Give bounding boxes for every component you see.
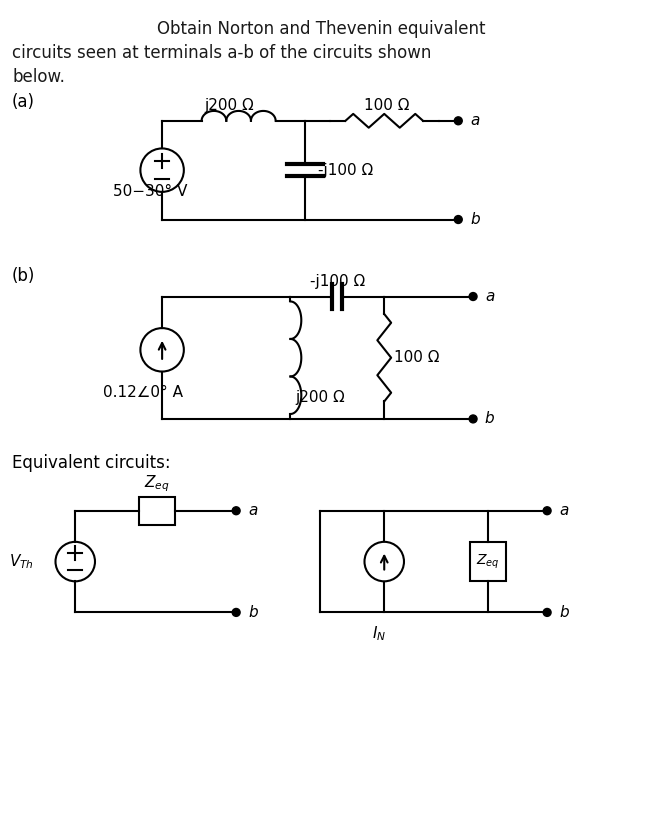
- Text: -j100 Ω: -j100 Ω: [311, 274, 365, 289]
- Text: j200 Ω: j200 Ω: [296, 390, 345, 405]
- Circle shape: [469, 415, 477, 423]
- Text: -j100 Ω: -j100 Ω: [318, 163, 373, 178]
- Text: b: b: [485, 411, 495, 427]
- Text: 100 Ω: 100 Ω: [394, 350, 439, 366]
- Text: $Z_{eq}$: $Z_{eq}$: [145, 473, 170, 494]
- Text: a: a: [485, 289, 494, 304]
- Text: b: b: [559, 605, 568, 620]
- Circle shape: [232, 609, 240, 616]
- Circle shape: [454, 117, 462, 125]
- Text: j200 Ω: j200 Ω: [204, 98, 254, 113]
- Circle shape: [232, 507, 240, 514]
- Text: $I_N$: $I_N$: [372, 624, 387, 643]
- Text: a: a: [559, 504, 568, 519]
- Text: b: b: [248, 605, 258, 620]
- Text: Obtain Norton and Thevenin equivalent: Obtain Norton and Thevenin equivalent: [157, 20, 486, 38]
- Text: 50−30° V: 50−30° V: [113, 184, 187, 199]
- Text: 100 Ω: 100 Ω: [365, 98, 410, 113]
- Text: a: a: [248, 504, 257, 519]
- Text: circuits seen at terminals a-b of the circuits shown: circuits seen at terminals a-b of the ci…: [12, 44, 432, 62]
- Text: a: a: [470, 113, 480, 128]
- Circle shape: [469, 293, 477, 300]
- Bar: [139, 497, 175, 524]
- Text: b: b: [470, 212, 480, 227]
- Text: $Z_{eq}$: $Z_{eq}$: [476, 552, 500, 571]
- Text: (a): (a): [12, 93, 35, 111]
- Text: Equivalent circuits:: Equivalent circuits:: [12, 455, 171, 472]
- Text: $V_{Th}$: $V_{Th}$: [9, 552, 34, 571]
- Bar: [470, 542, 506, 581]
- Text: below.: below.: [12, 69, 65, 87]
- Text: (b): (b): [12, 267, 35, 284]
- Circle shape: [543, 507, 551, 514]
- Circle shape: [543, 609, 551, 616]
- Text: 0.12∠0° A: 0.12∠0° A: [103, 385, 183, 399]
- Circle shape: [454, 216, 462, 223]
